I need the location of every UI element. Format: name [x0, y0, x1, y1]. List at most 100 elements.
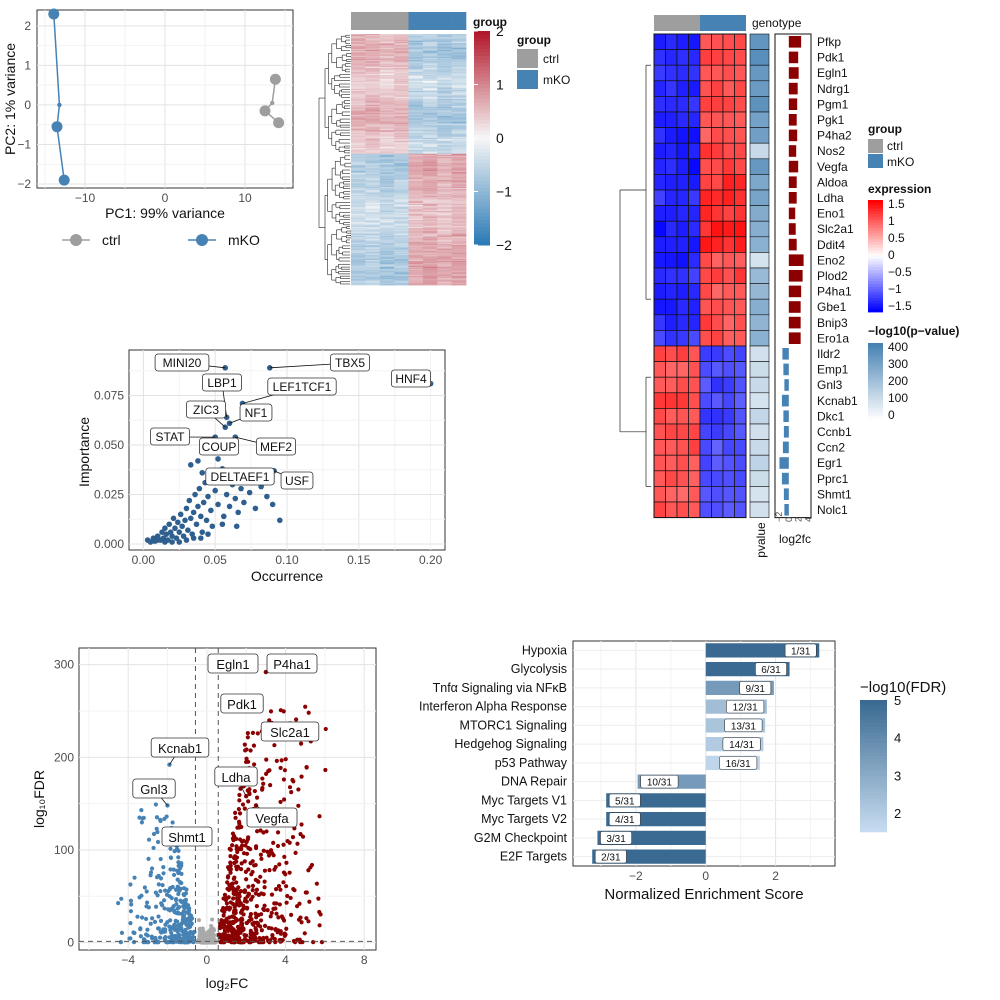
cluster-heatmap-cell: [408, 256, 424, 259]
cluster-heatmap-cell: [379, 72, 395, 75]
gene-heatmap-cell: [722, 267, 735, 284]
cluster-heatmap-cell: [408, 40, 424, 43]
cluster-heatmap-cell: [365, 112, 381, 115]
gene-heatmap-cell: [699, 142, 712, 160]
cluster-heatmap-cell: [394, 230, 409, 232]
cluster-heatmap-cell: [437, 141, 453, 143]
cluster-heatmap-cell: [351, 174, 366, 176]
cluster-heatmap-cell: [351, 88, 366, 91]
cluster-heatmap-cell: [408, 235, 424, 238]
cluster-heatmap-cell: [437, 105, 453, 108]
gene-heatmap-cell: [711, 158, 724, 175]
cluster-heatmap-cell: [422, 113, 438, 116]
volcano-point-down: [169, 906, 174, 911]
cluster-heatmap-cell: [394, 140, 409, 142]
cluster-heatmap-cell: [394, 134, 409, 136]
cluster-heatmap-cell: [379, 76, 395, 78]
cluster-heatmap-cell: [379, 73, 395, 76]
cluster-heatmap-cell: [365, 105, 381, 108]
volcano-point-up: [268, 782, 273, 788]
cluster-heatmap-cell: [351, 270, 366, 272]
cluster-heatmap-cell: [351, 124, 366, 126]
cluster-heatmap-cell: [379, 80, 395, 83]
cluster-heatmap-colorbar-step: [474, 195, 490, 200]
volcano-point-up: [225, 880, 230, 885]
gene-heatmap-cell: [722, 33, 735, 50]
volcano-point-down: [179, 871, 184, 876]
cluster-heatmap-cell: [422, 43, 438, 45]
cluster-heatmap-cell: [422, 283, 438, 286]
gene-heatmap-cell: [722, 127, 735, 144]
cluster-heatmap-cell: [408, 166, 424, 168]
motif-point: [252, 505, 259, 512]
volcano-point-up: [217, 925, 223, 931]
volcano-point-down: [143, 916, 149, 922]
volcano-point-up: [287, 870, 292, 875]
cluster-heatmap-cell: [379, 86, 395, 89]
gene-heatmap-cell: [734, 283, 747, 300]
cluster-heatmap-cell: [422, 73, 438, 76]
cluster-heatmap-cell: [351, 35, 366, 37]
gene-heatmap-cell: [722, 220, 735, 238]
cluster-heatmap-cell: [394, 76, 409, 78]
cluster-heatmap-cell: [451, 209, 467, 212]
cluster-heatmap-cell: [422, 153, 438, 156]
volcano-point-up: [232, 860, 237, 866]
cluster-heatmap-cell: [394, 191, 409, 193]
cluster-heatmap-cell: [451, 68, 467, 70]
motif-point: [199, 469, 206, 476]
cluster-heatmap-cell: [422, 75, 438, 77]
cluster-heatmap-colorbar-step: [474, 173, 490, 178]
pca-y-tick: 2: [24, 19, 31, 33]
gene-heatmap-gene-label: Nolc1: [817, 503, 848, 517]
cluster-heatmap-cell: [408, 241, 424, 244]
cluster-heatmap-cell: [422, 223, 438, 225]
cluster-heatmap-cell: [365, 48, 381, 51]
cluster-heatmap-cell: [351, 242, 366, 245]
cluster-heatmap-cell: [437, 127, 453, 130]
cluster-heatmap-cell: [351, 210, 366, 213]
gene-heatmap-cell: [653, 64, 666, 82]
volcano-point-down: [177, 888, 182, 894]
gene-heatmap-pvalue-step: [868, 371, 883, 375]
volcano-point-up: [317, 909, 322, 915]
pca-x-tick: −10: [75, 191, 96, 205]
gene-heatmap-log2fc-bar: [788, 36, 802, 48]
cluster-heatmap-cell: [379, 150, 395, 152]
cluster-heatmap-cell: [394, 245, 409, 247]
cluster-heatmap-cell: [394, 241, 409, 244]
cluster-heatmap-cell: [437, 118, 453, 120]
cluster-heatmap-cell: [379, 169, 395, 172]
volcano-label-box: [266, 653, 318, 674]
volcano-point-up: [278, 799, 283, 805]
cluster-heatmap-cell: [451, 55, 467, 58]
cluster-heatmap-cell: [365, 120, 381, 123]
cluster-heatmap-cell: [408, 249, 424, 252]
gene-heatmap-expression-tick: 0.5: [888, 231, 905, 245]
cluster-heatmap-cell: [451, 105, 467, 108]
cluster-heatmap-cell: [422, 270, 438, 272]
gene-heatmap-gene-label: Ndrg1: [817, 82, 850, 96]
cluster-heatmap-cell: [379, 248, 395, 251]
cluster-heatmap-cell: [437, 249, 453, 252]
cluster-heatmap-group-bar: [351, 12, 467, 30]
cluster-heatmap-cell: [365, 175, 381, 178]
cluster-heatmap-cell: [379, 239, 395, 241]
gsea-category-label: Myc Targets V1: [481, 793, 567, 807]
cluster-heatmap-colorbar-step: [474, 38, 490, 43]
cluster-heatmap-cell: [451, 221, 467, 223]
cluster-heatmap-cell: [379, 200, 395, 203]
volcano-point-down: [153, 802, 158, 807]
cluster-heatmap-cell: [437, 92, 453, 94]
cluster-heatmap-group-cell: [365, 12, 381, 30]
cluster-heatmap-cell: [408, 194, 424, 197]
cluster-heatmap-cell: [451, 176, 467, 179]
cluster-heatmap-cell: [379, 37, 395, 39]
cluster-heatmap-cell: [437, 65, 453, 68]
gene-heatmap-expression-step: [868, 256, 883, 260]
cluster-heatmap-cell: [351, 265, 366, 268]
cluster-heatmap-cell: [379, 133, 395, 135]
cluster-heatmap-cell: [437, 269, 453, 271]
cluster-heatmap-cell: [437, 112, 453, 115]
